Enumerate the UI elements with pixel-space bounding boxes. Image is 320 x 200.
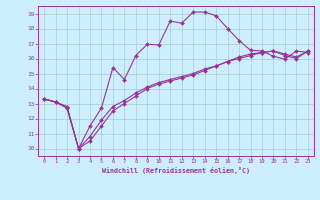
X-axis label: Windchill (Refroidissement éolien,°C): Windchill (Refroidissement éolien,°C): [102, 167, 250, 174]
